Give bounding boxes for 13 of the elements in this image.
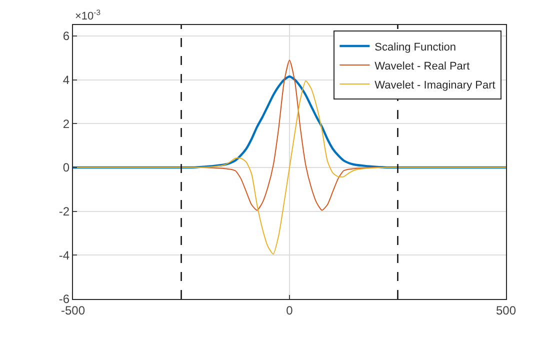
y-tick-label: 6 <box>62 29 70 44</box>
text: ×10$^{-3}$ <box>75 8 101 23</box>
line-series <box>73 75 506 169</box>
legend-label: Wavelet - Imaginary Part <box>374 79 496 92</box>
x-tick-label: 0 <box>286 303 294 318</box>
x-tick-label: 500 <box>496 303 516 318</box>
legend-label: Scaling Function <box>374 41 456 54</box>
y-tick-label: -2 <box>58 204 70 219</box>
y-tick-label: 4 <box>62 73 70 87</box>
y-tick-label: -4 <box>58 248 70 262</box>
legend-label: Wavelet - Real Part <box>374 60 470 72</box>
y-tick-label: 2 <box>62 116 70 131</box>
y-tick-label: 0 <box>62 160 70 175</box>
